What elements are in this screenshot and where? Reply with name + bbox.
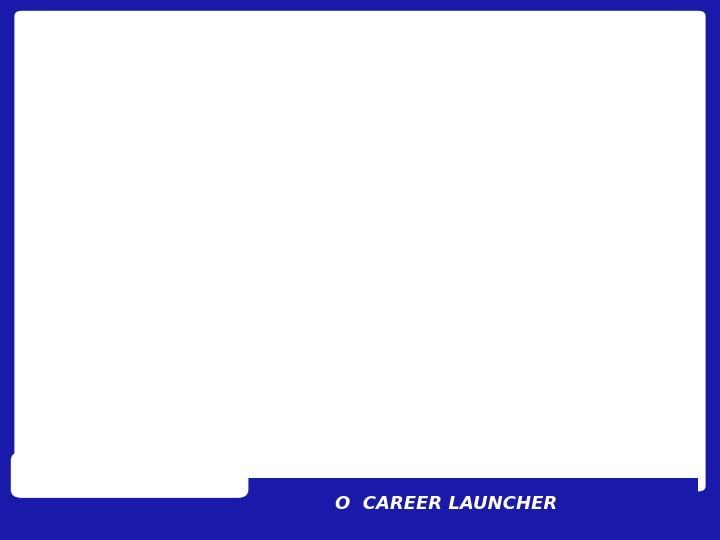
Text: Centesimal System: Centesimal System (282, 314, 456, 329)
Text: System of Measurement of Angle: System of Measurement of Angle (129, 94, 476, 114)
Text: or: or (170, 356, 189, 371)
Text: British System: British System (113, 397, 246, 413)
Text: Sexagesimal System: Sexagesimal System (86, 314, 272, 329)
Text: O  CAREER LAUNCHER: O CAREER LAUNCHER (336, 495, 557, 513)
Text: or: or (538, 356, 557, 371)
Text: Circular System: Circular System (476, 314, 619, 329)
Text: Measurement of Angle: Measurement of Angle (244, 193, 494, 212)
Text: J001: J001 (441, 94, 492, 114)
Text: French System: French System (302, 397, 436, 413)
Text: Radian Measure: Radian Measure (475, 397, 620, 413)
Text: or: or (359, 356, 379, 371)
